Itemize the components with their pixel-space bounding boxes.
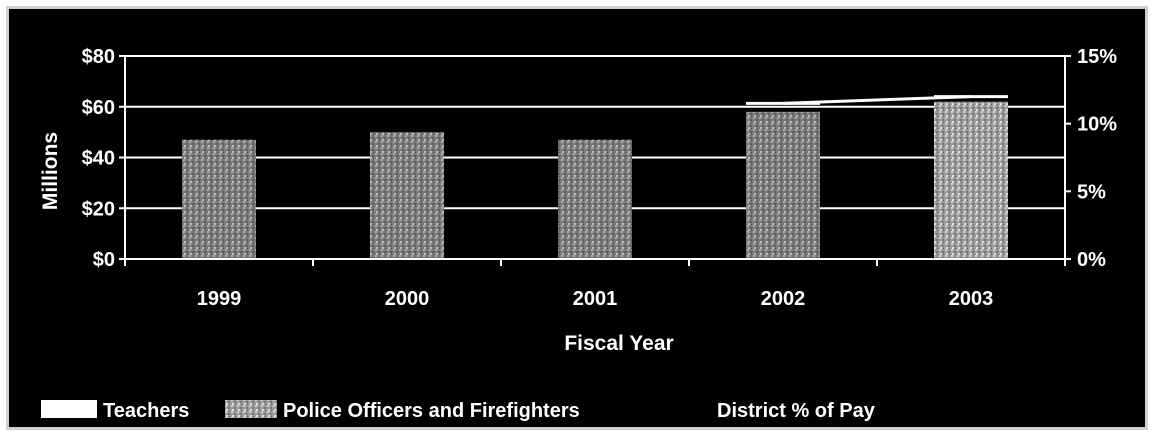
y-axis-title: Millions [39, 132, 62, 210]
x-tick-label: 1999 [197, 288, 242, 310]
y-tick-label: $20 [82, 198, 115, 220]
x-tick-label: 2000 [385, 288, 430, 310]
x-tick-label: 2001 [573, 288, 618, 310]
y2-tick-label: 15% [1077, 46, 1117, 68]
y2-tick-label: 0% [1077, 249, 1106, 271]
secondary-line [746, 95, 1008, 105]
y-tick-label: $80 [82, 46, 115, 68]
y2-tick-label: 10% [1077, 114, 1117, 136]
chart-svg: $0 $20 $40 $60 $80 0% 5% 10% 15% 1999 2000 2001 2002… [39, 46, 1118, 422]
axes: $0 $20 $40 $60 $80 0% 5% 10% 15% 1999 2000 2001 2002… [82, 46, 1118, 310]
x-tick-label: 2003 [949, 288, 994, 310]
legend-swatch-police-officers-and-firefighters [225, 400, 277, 418]
y-tick-label: $40 [82, 148, 115, 170]
bar-police-officers-and-firefighters [746, 111, 820, 259]
legend: Teachers Police Officers and Firefighter… [41, 400, 876, 422]
x-axis-title: Fiscal Year [564, 332, 673, 355]
y-tick-label: $60 [82, 97, 115, 119]
legend-label-teachers: Teachers [103, 400, 189, 422]
legend-label-district-pct-of-pay: District % of Pay [717, 400, 876, 422]
y2-tick-label: 5% [1077, 181, 1106, 203]
legend-swatch-teachers [41, 400, 97, 418]
bar-police-officers-and-firefighters [558, 139, 632, 259]
bar-police-officers-and-firefighters [370, 132, 444, 259]
bar-police-officers-and-firefighters [934, 101, 1008, 259]
y-tick-label: $0 [93, 249, 115, 271]
bars [182, 101, 1008, 259]
legend-label-police-officers-and-firefighters: Police Officers and Firefighters [283, 400, 580, 422]
chart-frame: $0 $20 $40 $60 $80 0% 5% 10% 15% 1999 2000 2001 2002… [6, 6, 1148, 430]
bar-police-officers-and-firefighters [182, 139, 256, 259]
x-tick-label: 2002 [761, 288, 806, 310]
